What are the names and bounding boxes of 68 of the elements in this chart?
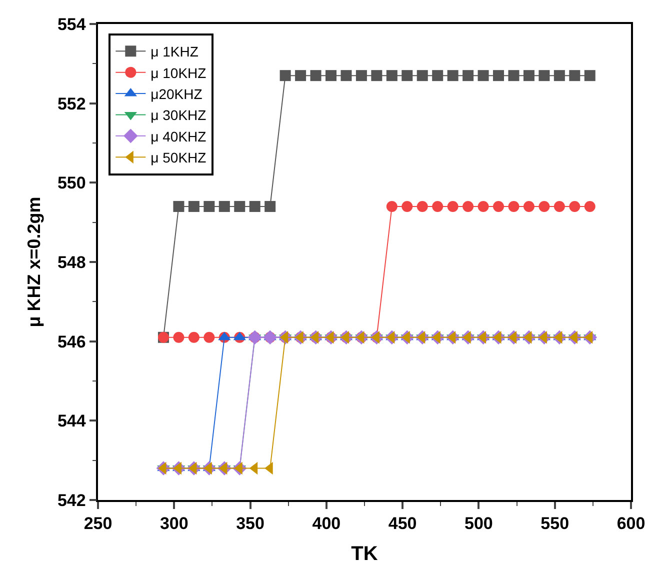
y-tick-label: 552 [57,94,86,114]
point [416,70,428,82]
x-tick-label: 400 [312,514,341,534]
legend-label: μ 10KHZ [150,64,207,81]
point [204,332,215,343]
legend-label: μ 1KHZ [150,44,199,60]
y-axis-title: μ KHZ x=0.2gm [24,196,44,328]
point [569,200,580,212]
point [447,200,458,212]
point [523,70,534,82]
point [447,70,458,82]
x-tick-label: 550 [540,514,570,534]
point [508,70,520,82]
y-tick-label: 550 [57,174,86,193]
point [188,332,200,343]
point [402,70,413,82]
x-tick-label: 300 [160,514,188,534]
legend-label: μ 30KHZ [150,107,207,124]
point [234,200,246,212]
point [386,70,398,82]
point [538,200,550,212]
point [584,200,596,212]
point [554,70,565,82]
point [295,70,306,82]
point [432,70,444,82]
y-tick-label: 544 [57,412,86,431]
point [416,200,428,212]
point [508,200,520,212]
point [538,70,550,82]
x-tick-label: 500 [464,514,493,534]
y-tick-label: 554 [57,14,86,34]
point [204,200,215,212]
point [584,70,596,82]
y-tick-label: 546 [57,332,86,352]
point [173,332,184,343]
point [173,200,184,212]
point [569,70,580,82]
x-axis-title: TK [351,543,378,566]
point [310,70,322,82]
point [493,70,504,82]
point [356,70,367,82]
point [249,200,260,212]
point [462,70,474,82]
point [523,200,534,212]
point [264,200,276,212]
x-tick-label: 350 [236,514,264,534]
point [554,200,565,212]
x-tick-label: 450 [388,514,417,534]
legend-label: μ20KHZ [150,86,203,102]
y-tick-label: 542 [57,490,86,510]
x-tick-label: 600 [616,514,646,534]
point [326,70,336,82]
legend-label: μ 40KHZ [150,128,207,144]
point [493,200,504,212]
point [478,200,489,212]
legend-label: μ 50KHZ [150,150,207,166]
point [280,70,291,82]
point [340,70,352,82]
point [432,200,444,212]
y-tick-label: 548 [57,252,86,272]
x-tick-label: 250 [84,514,112,534]
point [371,70,382,82]
point [218,200,230,212]
point [386,200,398,212]
point [462,200,474,212]
point [188,200,200,212]
point [402,200,413,212]
point [478,70,489,82]
